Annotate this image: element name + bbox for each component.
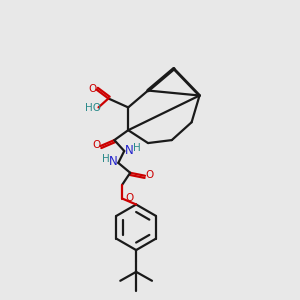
Text: O: O	[88, 84, 97, 94]
Text: O: O	[125, 193, 133, 202]
Text: O: O	[92, 140, 101, 150]
Text: O: O	[145, 170, 153, 180]
Text: H: H	[101, 154, 109, 164]
Text: HO: HO	[85, 103, 101, 113]
Text: N: N	[125, 145, 134, 158]
Text: N: N	[109, 155, 118, 168]
Text: H: H	[133, 143, 141, 153]
